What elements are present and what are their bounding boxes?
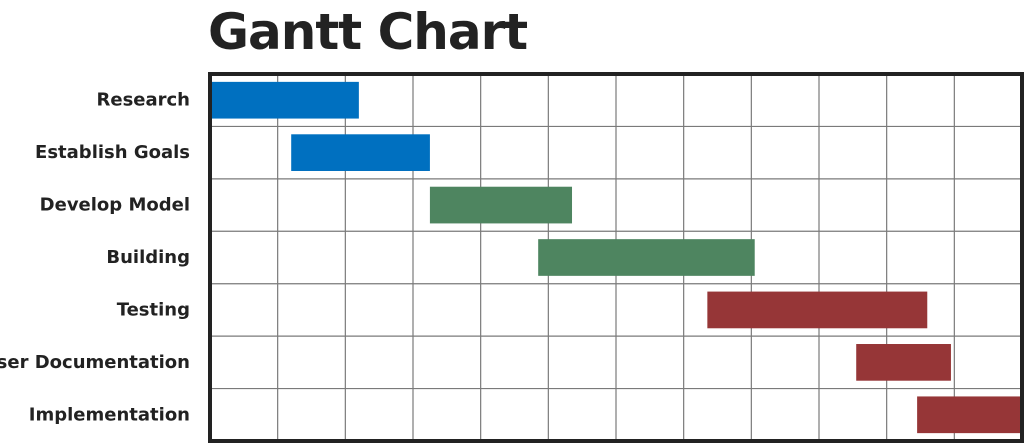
- task-bar: [429, 186, 573, 224]
- task-label: User Documentation: [0, 352, 190, 373]
- task-bars: [210, 81, 1022, 434]
- task-label: Research: [97, 90, 191, 111]
- task-label: Implementation: [29, 404, 190, 425]
- task-bar: [291, 134, 430, 171]
- task-label: Building: [106, 247, 190, 268]
- task-bar: [856, 344, 951, 381]
- task-bar: [538, 239, 755, 276]
- task-bar: [210, 81, 359, 119]
- chart-title: Gantt Chart: [208, 3, 528, 61]
- plot-frame: [208, 72, 1024, 443]
- task-labels: Research Establish Goals Develop Model Buil…: [0, 90, 190, 426]
- task-label: Establish Goals: [35, 142, 190, 163]
- task-bar: [917, 396, 1022, 434]
- task-label: Develop Model: [40, 195, 190, 216]
- task-bar: [707, 291, 928, 329]
- task-label: Testing: [117, 299, 190, 320]
